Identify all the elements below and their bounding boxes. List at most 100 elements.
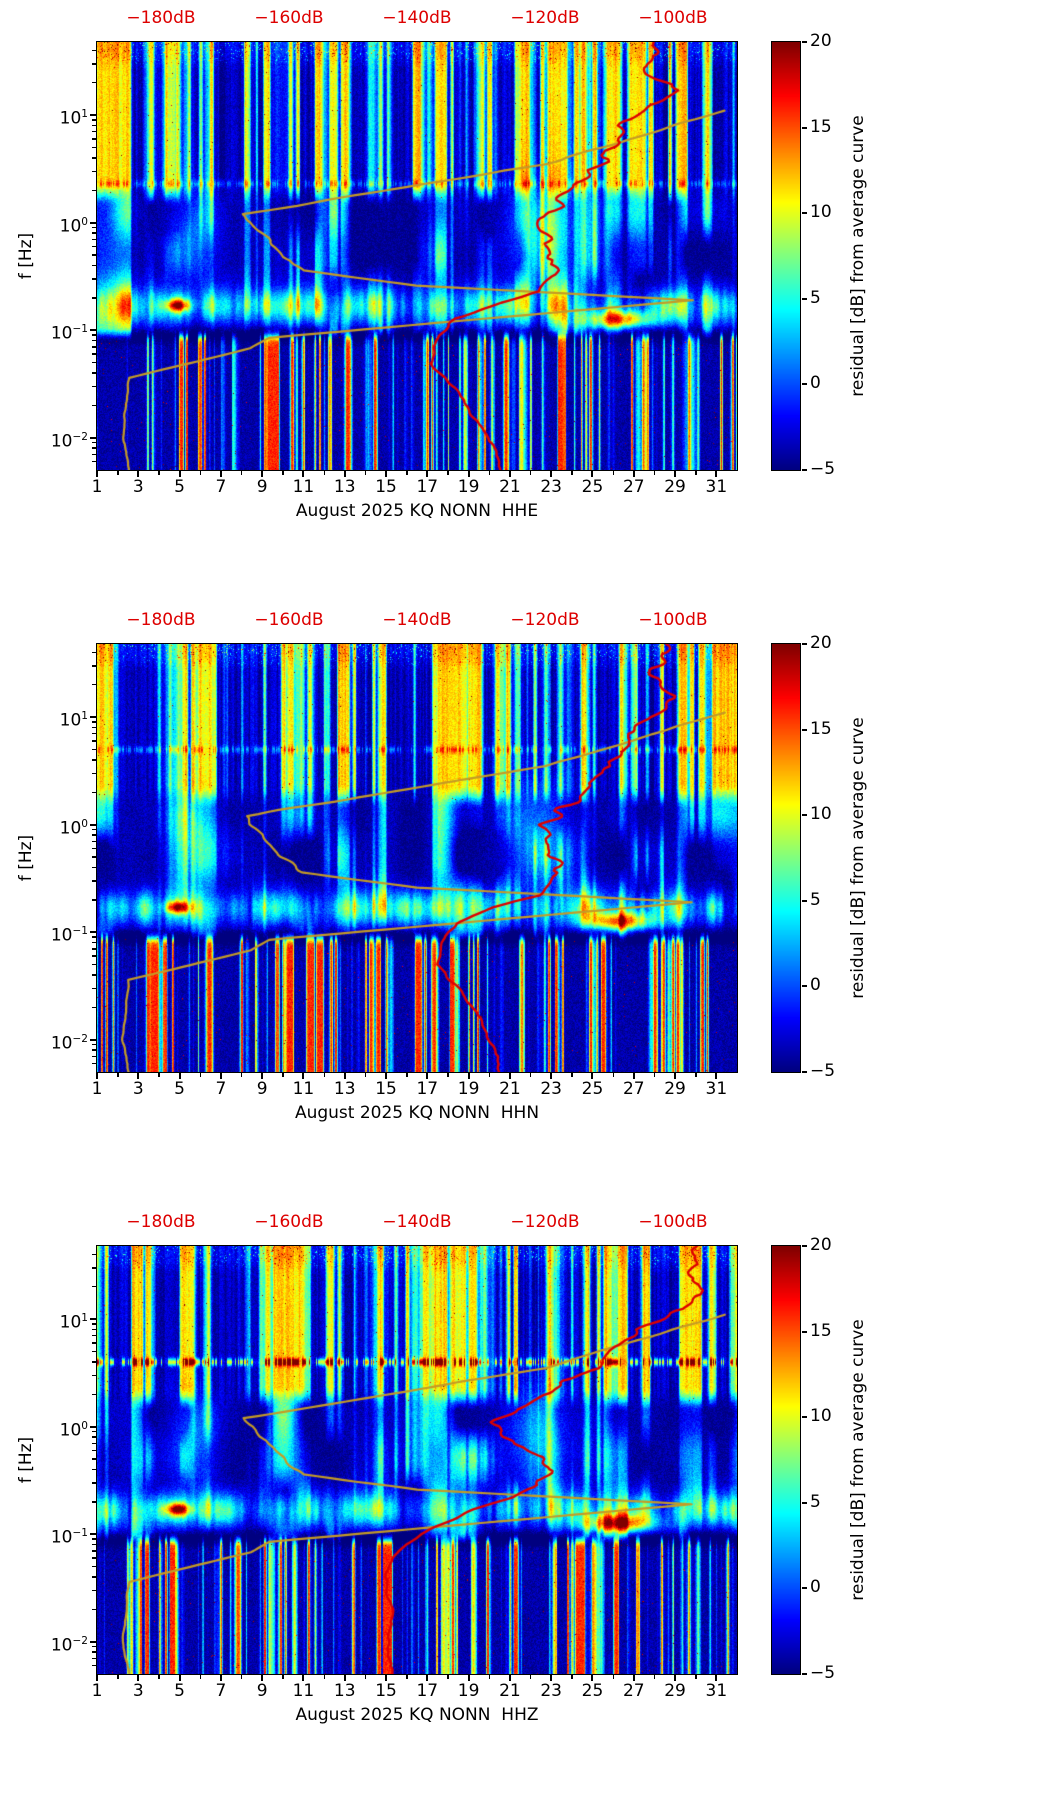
tick-mark: [92, 278, 96, 280]
tick-mark: [695, 471, 697, 475]
tick-mark: [302, 1073, 305, 1079]
spectrogram-canvas: [96, 643, 738, 1073]
x-tick-label: 3: [132, 1681, 144, 1701]
tick-mark: [92, 1501, 96, 1503]
tick-mark: [612, 471, 615, 475]
tick-mark: [90, 114, 96, 117]
tick-mark: [92, 131, 96, 133]
tick-mark: [90, 1533, 96, 1536]
x-tick-label: 17: [416, 477, 439, 497]
tick-mark: [92, 157, 96, 159]
tick-mark: [282, 1675, 284, 1679]
x-tick-label: 1: [91, 1681, 103, 1701]
tick-mark: [92, 665, 96, 667]
tick-mark: [92, 82, 96, 84]
x-tick-label: 15: [375, 1681, 397, 1701]
tick-mark: [653, 1675, 656, 1679]
top-axis-label: −180dB: [126, 610, 196, 630]
y-tick-label: 101: [59, 1312, 88, 1333]
y-tick-label: 10−1: [50, 323, 88, 344]
x-tick-label: 21: [499, 1079, 521, 1099]
y-tick-label: 10−1: [50, 925, 88, 946]
tick-mark: [92, 1055, 96, 1058]
tick-mark: [90, 436, 96, 439]
tick-mark: [92, 170, 96, 173]
tick-mark: [92, 453, 96, 456]
tick-mark: [802, 212, 807, 215]
tick-mark: [92, 254, 96, 256]
colorbar-label: residual [dB] from average curve: [848, 1319, 868, 1601]
x-tick-label: 19: [457, 1681, 480, 1701]
tick-mark: [92, 974, 96, 976]
tick-mark: [241, 1675, 243, 1679]
tick-mark: [92, 1565, 96, 1568]
spectrogram-panel-hhe: f [Hz] August 2025 KQ NONN HHE residual …: [0, 0, 1052, 602]
tick-mark: [92, 1576, 96, 1578]
colorbar-tick-label: 0: [810, 1577, 821, 1598]
top-axis-label: −180dB: [126, 8, 196, 28]
tick-mark: [508, 471, 511, 477]
tick-mark: [550, 471, 553, 477]
y-tick-label: 10−2: [50, 1032, 88, 1054]
tick-mark: [92, 840, 96, 842]
colorbar-tick-label: 0: [810, 975, 821, 996]
tick-mark: [92, 334, 96, 336]
tick-mark: [802, 469, 807, 471]
tick-mark: [92, 232, 96, 234]
tick-mark: [92, 941, 96, 944]
tick-mark: [92, 772, 96, 775]
top-axis-label: −100dB: [638, 1212, 708, 1232]
tick-mark: [96, 1073, 98, 1079]
colorbar-tick-label: 0: [810, 373, 821, 394]
tick-mark: [550, 1073, 553, 1079]
x-tick-label: 27: [622, 1079, 645, 1099]
tick-mark: [92, 1393, 96, 1395]
tick-mark: [261, 1073, 264, 1079]
y-tick-label: 10−2: [50, 430, 88, 452]
tick-mark: [802, 297, 807, 300]
tick-mark: [137, 1073, 140, 1079]
tick-mark: [261, 471, 264, 477]
colorbar-tick-label: −5: [810, 1663, 836, 1683]
x-tick-label: 5: [174, 1079, 185, 1099]
tick-mark: [447, 1073, 449, 1077]
tick-mark: [92, 138, 96, 140]
tick-mark: [92, 1589, 96, 1592]
tick-mark: [591, 1073, 594, 1079]
top-axis-label: −160dB: [254, 610, 324, 630]
x-tick-label: 1: [91, 1079, 103, 1099]
x-tick-label: 15: [375, 477, 397, 497]
x-tick-label: 9: [256, 477, 268, 497]
tick-mark: [92, 1335, 96, 1337]
y-axis-label: f [Hz]: [16, 834, 36, 882]
tick-mark: [802, 1587, 807, 1590]
tick-mark: [241, 471, 243, 475]
tick-mark: [385, 1073, 388, 1079]
x-tick-label: 21: [499, 477, 521, 497]
tick-mark: [92, 1374, 96, 1377]
x-tick-label: 13: [333, 1079, 356, 1099]
top-axis-label: −120dB: [510, 8, 580, 28]
tick-mark: [92, 238, 96, 240]
colorbar: [771, 643, 801, 1073]
y-tick-label: 10−2: [50, 1634, 88, 1656]
colorbar-tick-label: 10: [810, 804, 832, 825]
x-tick-label: 15: [375, 1079, 397, 1099]
x-tick-label: 17: [416, 1079, 439, 1099]
tick-mark: [92, 460, 96, 463]
tick-mark: [137, 471, 140, 477]
tick-mark: [364, 1675, 367, 1679]
x-tick-label: 11: [292, 1079, 315, 1099]
tick-mark: [343, 1675, 346, 1681]
tick-mark: [674, 471, 677, 477]
tick-mark: [323, 1073, 325, 1077]
tick-mark: [530, 1675, 532, 1679]
y-tick-label: 100: [59, 1419, 88, 1441]
tick-mark: [802, 41, 807, 43]
top-axis-label: −160dB: [254, 8, 324, 28]
tick-mark: [92, 828, 96, 831]
x-tick-label: 25: [581, 477, 604, 497]
tick-mark: [571, 1073, 573, 1077]
tick-mark: [90, 931, 96, 934]
colorbar-tick-label: 20: [810, 1235, 832, 1255]
